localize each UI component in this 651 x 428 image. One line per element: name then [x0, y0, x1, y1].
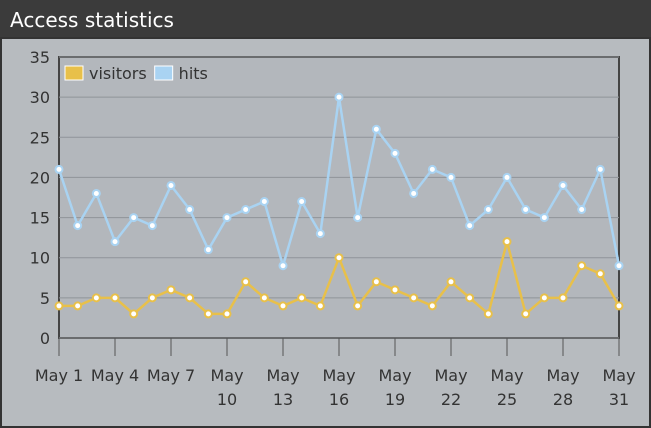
point: [297, 197, 307, 207]
point: [278, 261, 288, 271]
legend-label: visitors: [89, 64, 147, 83]
point: [558, 180, 568, 190]
y-tick-label: 5: [40, 289, 50, 308]
point: [166, 180, 176, 190]
point: [73, 221, 83, 231]
x-tick-label: May 1: [34, 366, 84, 385]
point: [353, 213, 363, 223]
point: [297, 293, 307, 303]
point: [409, 188, 419, 198]
point: [334, 253, 344, 263]
legend-swatch: [154, 65, 174, 81]
point: [409, 293, 419, 303]
x-tick-label: May 13: [266, 366, 300, 409]
point: [502, 172, 512, 182]
point: [54, 164, 64, 174]
point: [502, 237, 512, 247]
x-tick-label: May 10: [210, 366, 244, 409]
point: [185, 205, 195, 215]
point: [521, 309, 531, 319]
point: [558, 293, 568, 303]
frame: [0, 37, 651, 428]
window-title: Access statistics: [10, 8, 174, 32]
point: [446, 172, 456, 182]
point: [446, 277, 456, 287]
point: [577, 261, 587, 271]
point: [483, 309, 493, 319]
y-tick-label: 15: [30, 209, 50, 228]
y-tick-label: 25: [30, 128, 50, 147]
point: [595, 269, 605, 279]
point: [315, 301, 325, 311]
x-tick-label: May 31: [602, 366, 636, 409]
point: [278, 301, 288, 311]
y-tick-label: 30: [30, 88, 50, 107]
y-tick-label: 0: [40, 329, 50, 348]
point: [54, 301, 64, 311]
point: [147, 221, 157, 231]
point: [595, 164, 605, 174]
point: [427, 301, 437, 311]
point: [371, 277, 381, 287]
point: [91, 293, 101, 303]
point: [465, 293, 475, 303]
point: [315, 229, 325, 239]
y-tick-label: 10: [30, 249, 50, 268]
y-tick-label: 20: [30, 168, 50, 187]
point: [259, 293, 269, 303]
point: [539, 293, 549, 303]
point: [222, 309, 232, 319]
point: [614, 261, 624, 271]
x-tick-label: May 7: [146, 366, 196, 385]
title-bar: [0, 0, 651, 38]
point: [73, 301, 83, 311]
point: [614, 301, 624, 311]
point: [110, 293, 120, 303]
point: [371, 124, 381, 134]
point: [185, 293, 195, 303]
point: [259, 197, 269, 207]
x-tick-label: May 4: [90, 366, 140, 385]
legend-swatch: [64, 65, 84, 81]
y-tick-label: 35: [30, 48, 50, 67]
point: [539, 213, 549, 223]
point: [334, 92, 344, 102]
point: [390, 285, 400, 295]
legend-label: hits: [179, 64, 208, 83]
point: [129, 309, 139, 319]
point: [483, 205, 493, 215]
point: [91, 188, 101, 198]
point: [577, 205, 587, 215]
x-tick-label: May 16: [322, 366, 356, 409]
point: [203, 245, 213, 255]
x-tick-label: May 19: [378, 366, 412, 409]
point: [110, 237, 120, 247]
point: [353, 301, 363, 311]
point: [203, 309, 213, 319]
point: [521, 205, 531, 215]
point: [427, 164, 437, 174]
point: [129, 213, 139, 223]
x-tick-label: May 28: [546, 366, 580, 409]
point: [465, 221, 475, 231]
point: [222, 213, 232, 223]
x-tick-label: May 25: [490, 366, 524, 409]
point: [241, 205, 251, 215]
point: [390, 148, 400, 158]
point: [166, 285, 176, 295]
point: [241, 277, 251, 287]
point: [147, 293, 157, 303]
x-tick-label: May 22: [434, 366, 468, 409]
